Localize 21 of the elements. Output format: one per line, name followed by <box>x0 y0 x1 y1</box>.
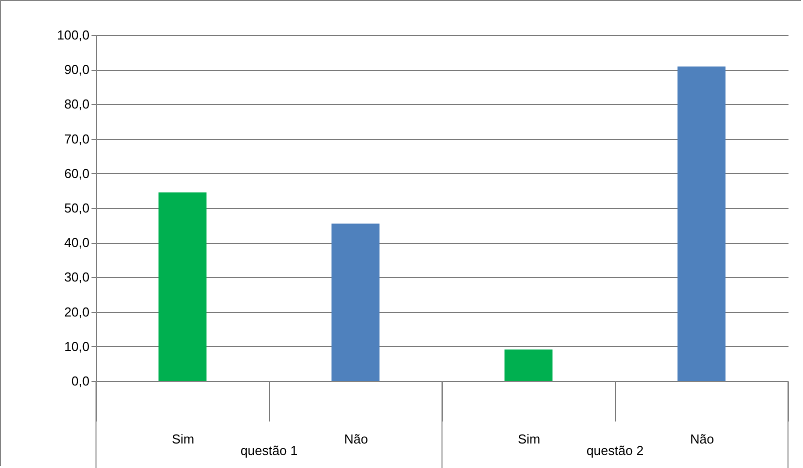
y-tick-label: 30,0 <box>64 270 90 285</box>
y-tick-label: 60,0 <box>64 166 90 181</box>
text: questão 2 <box>586 443 644 458</box>
y-tick-label: 100,0 <box>56 28 90 42</box>
x-tick-label: Sim <box>172 432 194 446</box>
y-tick-label: 20,0 <box>64 304 90 320</box>
y-tick-label: 0,0 <box>71 374 90 388</box>
bar <box>504 350 552 381</box>
x-tick-label: Não <box>690 432 714 446</box>
y-tick-label: 40,0 <box>64 235 90 250</box>
y-tick-label: 70,0 <box>64 131 90 146</box>
y-tick-label: 80,0 <box>64 96 90 112</box>
x-tick-label: Não <box>344 432 368 446</box>
bar <box>332 224 380 381</box>
y-tick-label: 90,0 <box>64 62 90 78</box>
y-tick-label: 10,0 <box>64 338 90 354</box>
x-tick-label: Sim <box>518 432 540 446</box>
bar <box>678 66 726 381</box>
text: questão 1 <box>240 443 298 458</box>
bar <box>158 192 206 381</box>
y-tick-label: 50,0 <box>64 200 90 216</box>
